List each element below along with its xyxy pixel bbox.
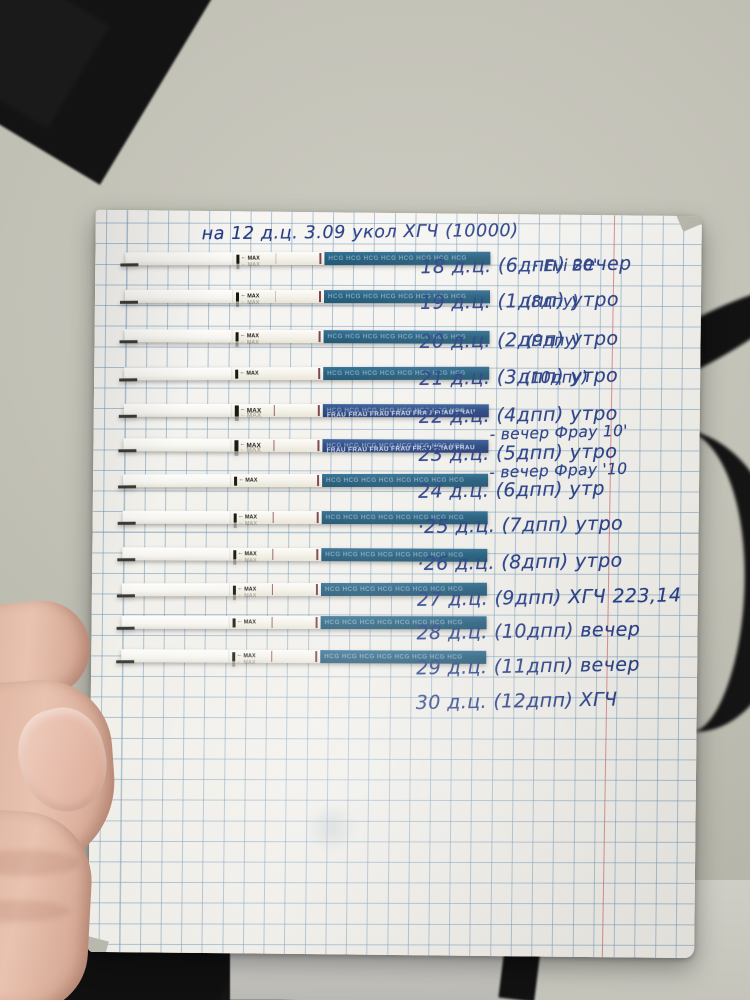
strip-result-window <box>233 252 325 266</box>
strip-test-line <box>271 584 274 596</box>
strip-absorbent-pad <box>123 403 232 417</box>
strip-absorbent-pad <box>123 438 232 452</box>
strip-control-line <box>315 651 318 663</box>
strip-result-window <box>231 367 324 381</box>
strip-control-line <box>317 475 320 487</box>
strip-result-window <box>231 403 323 418</box>
notebook-entry-note: · Evi 20' <box>533 255 598 276</box>
strip-absorbent-pad <box>124 289 233 303</box>
notebook-entry: 18 д.ц. (6дпп) вечер <box>420 252 632 279</box>
notebook-entry: 28 д.ц. (10дпп) вечер <box>416 618 641 645</box>
notebook-entry-note: (8дпу) <box>524 291 579 312</box>
notebook-entry: 20 д.ц. (2дпп) утро <box>419 327 619 354</box>
strip-result-window <box>228 649 321 664</box>
strip-control-line <box>318 368 321 380</box>
strip-result-window <box>232 329 324 344</box>
strip-control-line <box>319 253 322 265</box>
strip-absorbent-pad <box>125 252 234 266</box>
notebook-entry: 27 д.ц. (9дпп) ХГЧ 223,14 <box>416 584 682 611</box>
strip-test-line <box>271 548 274 560</box>
strip-result-window <box>230 474 323 488</box>
strip-control-line <box>316 512 319 524</box>
strip-absorbent-pad <box>123 474 231 488</box>
strip-absorbent-pad <box>124 329 233 343</box>
strip-result-window <box>232 289 324 304</box>
strip-absorbent-pad <box>121 583 230 597</box>
strip-test-line <box>274 291 277 303</box>
strip-control-line <box>317 440 320 452</box>
strip-absorbent-pad <box>122 510 231 524</box>
notebook-entry: 30 д.ц. (12дпп) ХГЧ <box>415 688 618 715</box>
strip-control-line <box>316 549 319 561</box>
notebook-entry: 21 д.ц. (3дпп) утро <box>418 364 619 391</box>
strip-control-line <box>316 584 319 596</box>
knuckle-crease-2 <box>0 900 70 922</box>
notebook-entry: ·25 д.ц. (7дпп) утро <box>417 512 624 539</box>
strip-control-line <box>315 617 318 629</box>
notebook-entry: ·26 д.ц. (8дпп) утро <box>417 549 623 576</box>
strip-test-line <box>273 405 276 417</box>
strip-result-window <box>229 615 321 630</box>
hand-holding-notebook <box>0 595 190 1000</box>
strip-test-line <box>273 439 275 451</box>
strip-absorbent-pad <box>124 367 232 381</box>
notebook-entry-note: (10дпу) <box>524 367 589 388</box>
notebook-entry: 29 д.ц. (11дпп) вечер <box>415 653 641 680</box>
strip-test-line <box>272 512 275 524</box>
notebook-entry: 24 д.ц. (6дпп) утр <box>417 477 606 503</box>
strip-control-line <box>317 405 321 417</box>
strip-test-line <box>271 617 273 629</box>
notebook-entry-note: (9дпу) <box>526 330 581 351</box>
strip-control-line <box>319 291 322 303</box>
notebook-header-text: на 12 д.ц. 3.09 укол ХГЧ (10000) <box>201 220 519 245</box>
strip-test-line <box>270 650 273 662</box>
strip-result-window <box>229 583 321 597</box>
strip-absorbent-pad <box>122 547 231 561</box>
notebook-entry: 19 д.ц. (1дпп) утро <box>419 288 620 315</box>
strip-result-window <box>230 510 322 525</box>
strip-result-window <box>231 438 323 453</box>
strip-control-line <box>318 331 321 343</box>
strip-result-window <box>229 547 322 562</box>
strip-test-line <box>275 253 277 265</box>
